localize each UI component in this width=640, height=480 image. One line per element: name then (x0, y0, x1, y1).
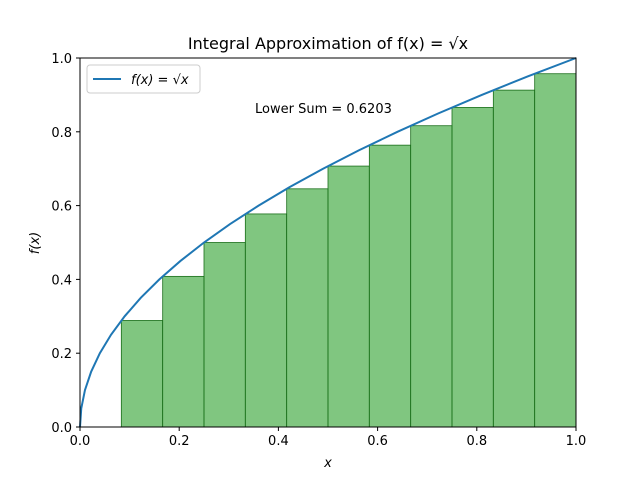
y-tick-label: 1.0 (51, 52, 72, 67)
bars-group (120, 73, 577, 428)
y-tick-label: 0.2 (51, 347, 72, 362)
riemann-bar (162, 275, 205, 428)
x-axis-label: x (323, 456, 332, 471)
legend: f(x) = √x (86, 64, 201, 94)
y-tick-label: 0.4 (51, 273, 72, 288)
riemann-bar (368, 144, 412, 428)
riemann-bar (244, 213, 288, 428)
plot-frame (79, 57, 577, 428)
y-tick-label: 0.0 (51, 421, 72, 436)
legend-entry-label: f(x) = √x (131, 73, 189, 88)
legend-box (86, 64, 201, 94)
riemann-bar (534, 73, 577, 428)
riemann-bar (451, 107, 494, 428)
riemann-bar (286, 188, 329, 428)
sqrt-curve-line (79, 57, 577, 428)
riemann-bar (492, 89, 536, 428)
riemann-bar (120, 320, 164, 428)
x-tick-label: 0.4 (268, 434, 289, 449)
y-tick-label: 0.6 (51, 200, 72, 215)
riemann-bar (203, 242, 246, 428)
lower-sum-annotation: Lower Sum = 0.6203 (255, 102, 392, 117)
y-axis-ticks: 0.0 0.2 0.4 0.6 0.8 1.0 (51, 52, 80, 436)
riemann-bar (410, 125, 453, 428)
chart-title: Integral Approximation of f(x) = √x (188, 34, 468, 53)
x-tick-label: 0.6 (367, 434, 388, 449)
x-tick-label: 0.2 (169, 434, 190, 449)
y-axis-label: f(x) (28, 232, 43, 254)
x-tick-label: 1.0 (566, 434, 587, 449)
x-axis-ticks: 0.0 0.2 0.4 0.6 0.8 1.0 (70, 427, 587, 449)
riemann-bar (327, 165, 370, 428)
y-tick-label: 0.8 (51, 126, 72, 141)
x-tick-label: 0.0 (70, 434, 91, 449)
x-tick-label: 0.8 (466, 434, 487, 449)
